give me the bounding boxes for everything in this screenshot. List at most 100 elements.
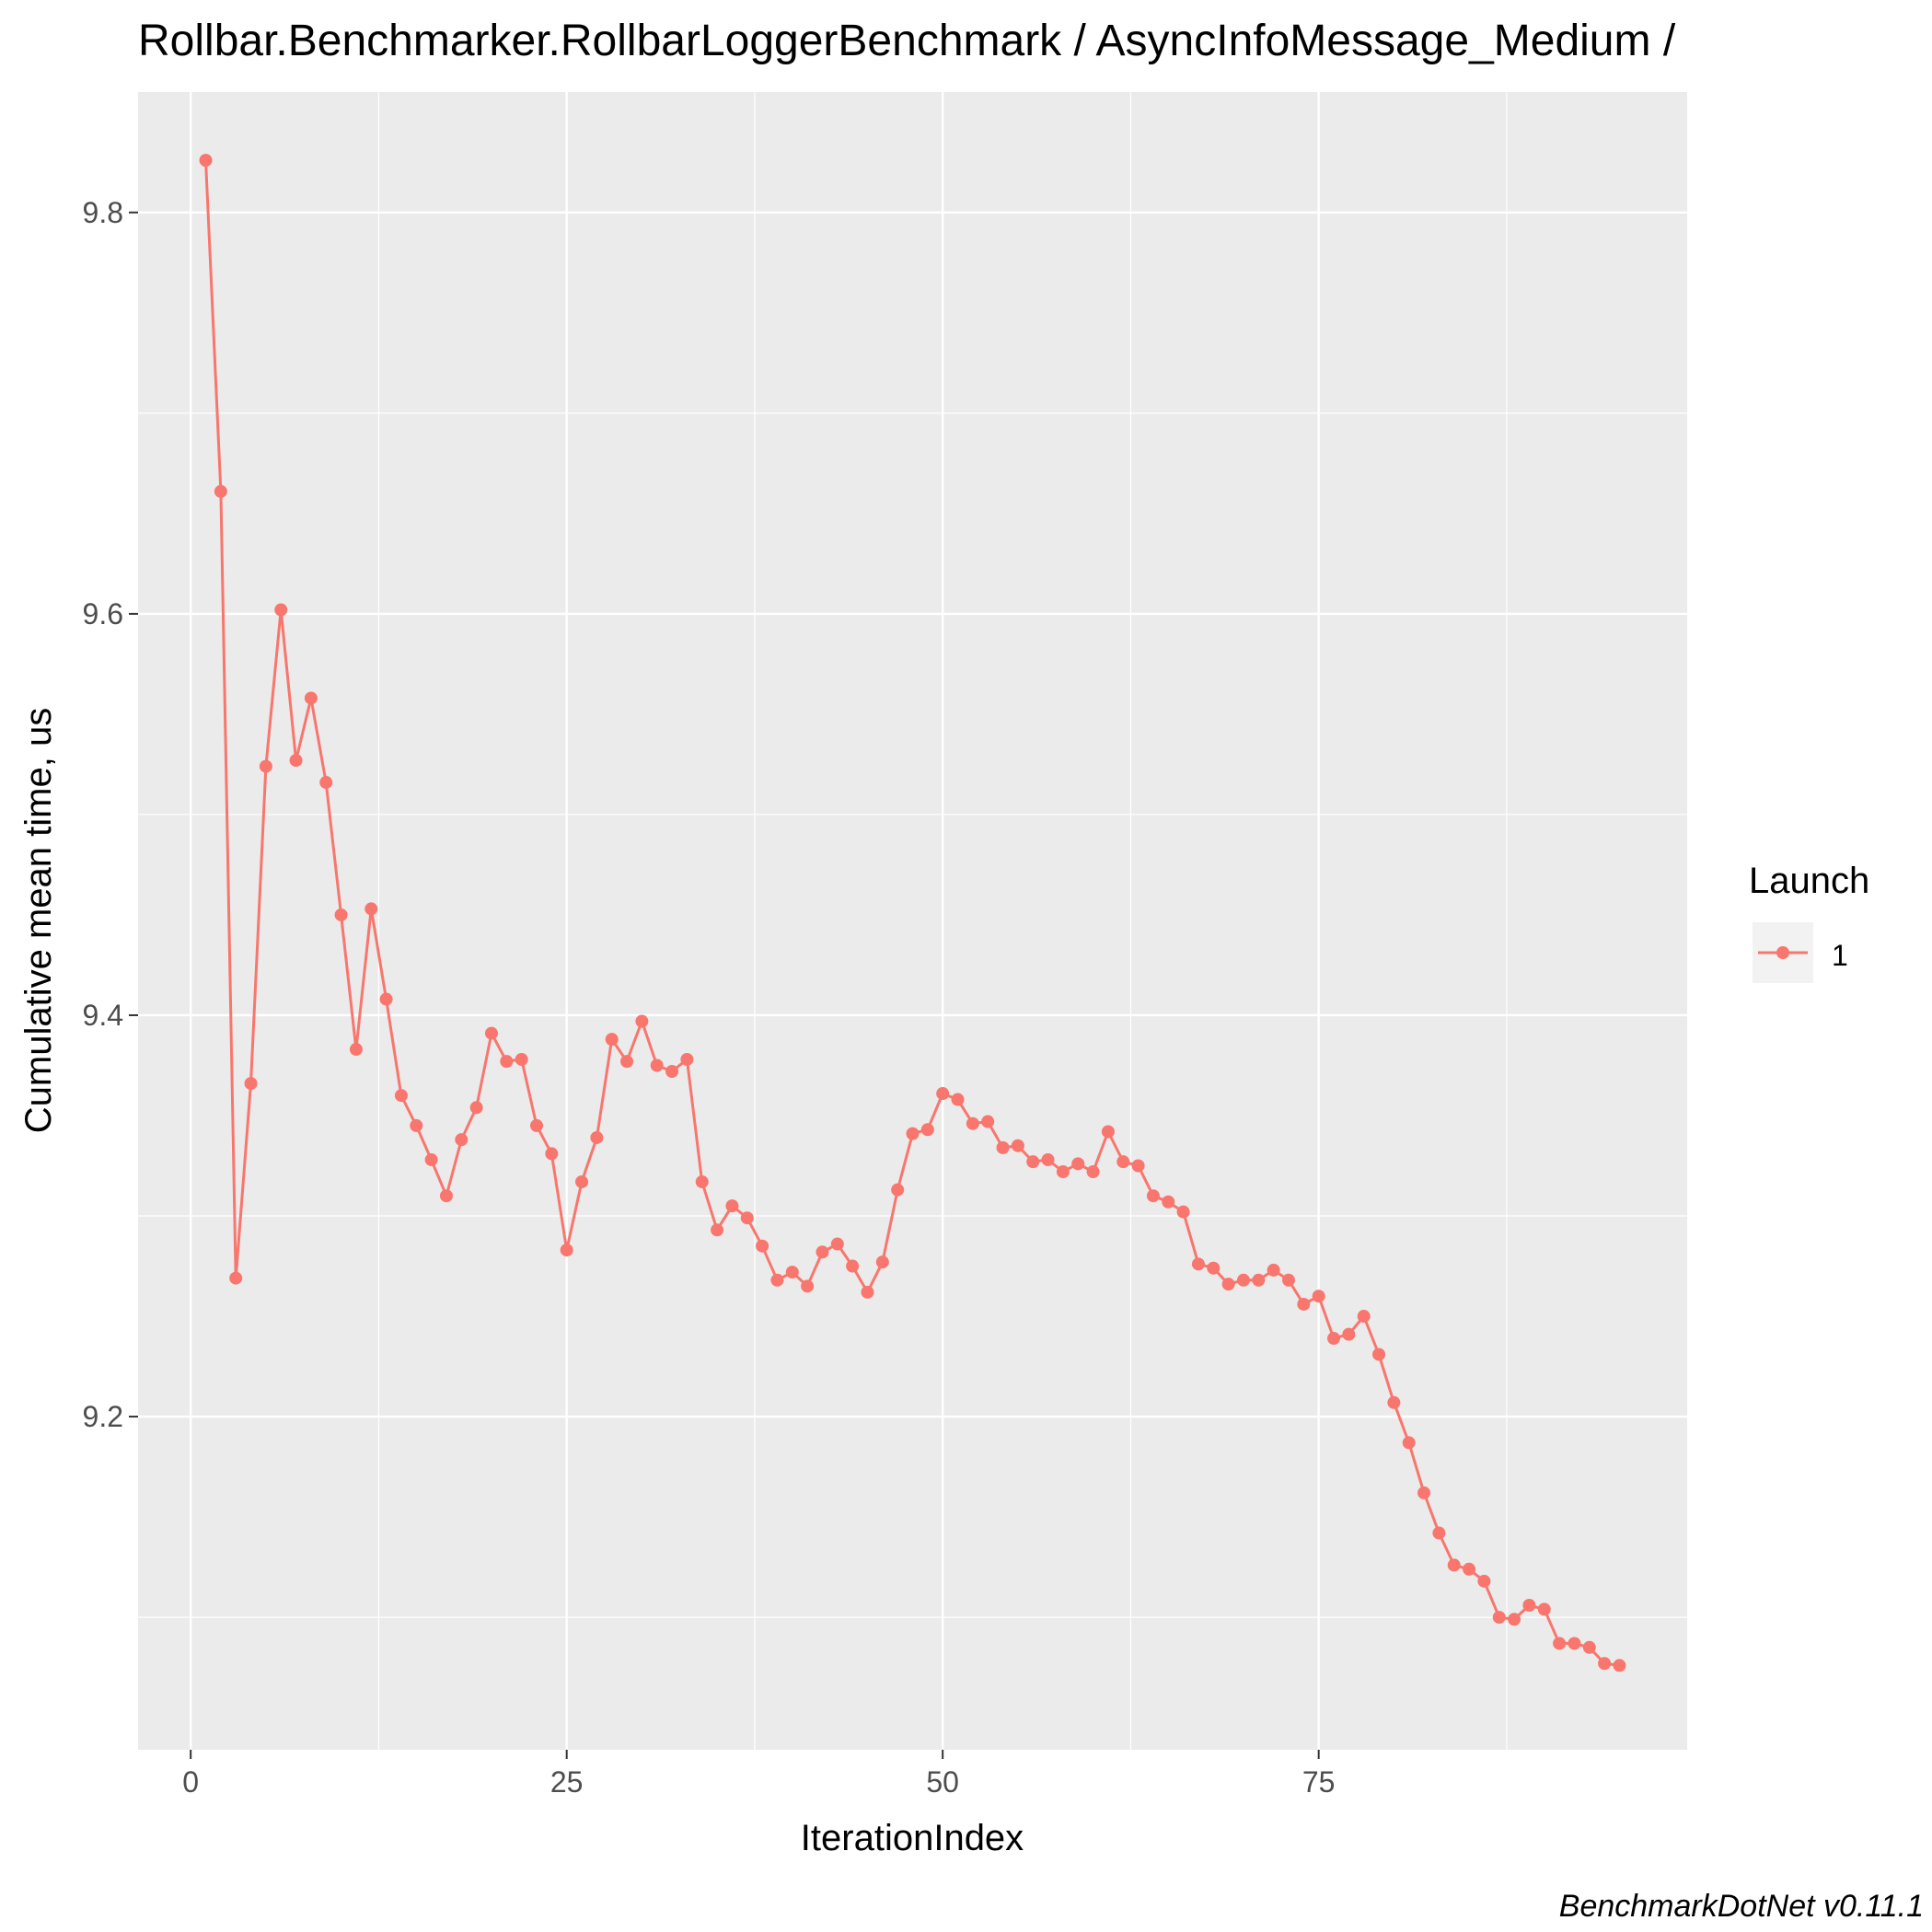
data-point [289, 754, 303, 768]
data-point [906, 1127, 920, 1140]
data-point [349, 1043, 363, 1057]
x-axis-title: IterationIndex [801, 1818, 1024, 1858]
chart-title: Rollbar.Benchmarker.RollbarLoggerBenchma… [138, 17, 1676, 65]
data-point [756, 1239, 769, 1253]
data-point [725, 1199, 739, 1213]
legend-key-point [1776, 946, 1789, 959]
data-point [364, 902, 378, 916]
data-point [665, 1065, 679, 1079]
data-point [1537, 1602, 1551, 1616]
data-point [1568, 1637, 1581, 1650]
data-point [424, 1152, 438, 1166]
data-point [500, 1055, 514, 1069]
legend: Launch 1 [1749, 861, 1869, 983]
data-point [1387, 1395, 1401, 1409]
data-point [1372, 1348, 1386, 1361]
data-point [1267, 1263, 1280, 1277]
x-tick-label: 75 [1302, 1765, 1336, 1799]
x-axis: 0 25 50 75 [182, 1750, 1335, 1799]
data-point [575, 1174, 589, 1188]
data-point [1221, 1278, 1235, 1291]
data-point [1342, 1327, 1356, 1341]
y-tick-label: 9.2 [83, 1400, 123, 1433]
data-point [455, 1133, 469, 1147]
data-point [846, 1259, 860, 1273]
data-point [439, 1189, 453, 1203]
data-point [469, 1101, 483, 1115]
data-point [1312, 1290, 1325, 1303]
data-point [1417, 1486, 1431, 1499]
data-point [560, 1244, 573, 1257]
legend-entry-label: 1 [1832, 939, 1848, 972]
plot-panel [138, 92, 1687, 1750]
data-point [274, 603, 288, 617]
data-point [1508, 1613, 1521, 1626]
data-point [1207, 1261, 1221, 1275]
data-point [1086, 1165, 1100, 1179]
data-point [785, 1266, 799, 1279]
data-point [891, 1183, 905, 1197]
series-layer [199, 154, 1626, 1672]
data-point [1176, 1205, 1190, 1219]
data-point [920, 1123, 934, 1137]
data-point [1463, 1562, 1476, 1576]
data-point [379, 992, 393, 1006]
data-point [1492, 1611, 1506, 1625]
data-point [515, 1052, 528, 1066]
y-axis-title: Cumulative mean time, us [18, 708, 59, 1133]
data-point [1598, 1657, 1612, 1671]
data-point [1613, 1659, 1626, 1672]
data-point [530, 1118, 544, 1132]
data-point [1011, 1139, 1024, 1152]
data-point [770, 1273, 784, 1287]
data-point [1041, 1152, 1055, 1166]
data-point [199, 154, 213, 168]
data-point [861, 1285, 874, 1299]
data-point [1236, 1273, 1250, 1287]
data-point [1582, 1640, 1596, 1654]
data-point [214, 484, 227, 498]
data-point [1402, 1436, 1416, 1450]
data-point [830, 1237, 844, 1251]
y-tick-label: 9.8 [83, 196, 123, 229]
data-point [1191, 1257, 1205, 1271]
data-point [319, 776, 333, 790]
data-point [1432, 1526, 1446, 1540]
data-point [1522, 1599, 1536, 1613]
data-point [605, 1033, 619, 1047]
data-point [1026, 1155, 1040, 1169]
data-point [695, 1174, 709, 1188]
x-tick-label: 50 [926, 1765, 959, 1799]
data-point [635, 1014, 649, 1028]
data-point [1146, 1189, 1160, 1203]
data-point [996, 1140, 1010, 1154]
data-point [545, 1147, 559, 1161]
data-point [1101, 1125, 1115, 1139]
data-point [1131, 1159, 1145, 1173]
data-point [650, 1059, 664, 1072]
data-point [334, 908, 348, 921]
data-point [259, 759, 272, 773]
data-point [981, 1115, 995, 1128]
data-point [1071, 1157, 1085, 1171]
data-point [394, 1089, 408, 1103]
data-point [1116, 1155, 1130, 1169]
x-tick-label: 25 [550, 1765, 584, 1799]
data-point [1252, 1273, 1266, 1287]
data-point [1553, 1637, 1567, 1650]
data-point [711, 1223, 724, 1237]
data-point [1447, 1558, 1461, 1572]
data-point [801, 1279, 815, 1293]
data-point [1477, 1574, 1491, 1588]
data-point [304, 691, 318, 705]
data-point [229, 1271, 243, 1285]
data-point [590, 1130, 604, 1144]
data-point [951, 1093, 965, 1106]
data-point [740, 1211, 754, 1225]
data-point [244, 1077, 258, 1091]
data-point [875, 1255, 889, 1269]
y-axis: 9.2 9.4 9.6 9.8 [83, 196, 138, 1433]
data-point [680, 1052, 694, 1066]
data-point [1297, 1297, 1311, 1311]
